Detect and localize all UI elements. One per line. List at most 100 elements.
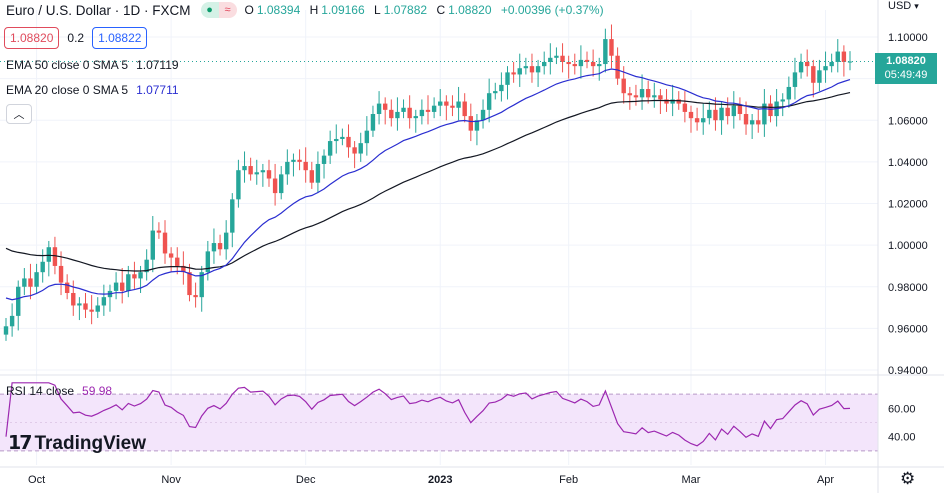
candle-body: [499, 84, 504, 92]
candle-body: [376, 103, 382, 115]
candle-body: [823, 66, 828, 71]
candle-body: [725, 107, 730, 117]
candle-body: [456, 101, 461, 108]
tradingview-brand: TradingView: [34, 432, 147, 454]
candle-body: [468, 116, 474, 131]
candle-body: [407, 107, 412, 119]
candle-body: [9, 315, 15, 327]
candle-body: [523, 66, 529, 69]
buy-button[interactable]: 1.08822: [92, 27, 148, 49]
candle-body: [132, 274, 137, 279]
candle-body: [811, 66, 816, 83]
candle-body: [193, 295, 198, 298]
candle-body: [77, 303, 82, 306]
candle-body: [615, 55, 620, 79]
candle-body: [162, 232, 168, 254]
candle-body: [40, 261, 45, 273]
chevron-down-icon: ▾: [914, 0, 919, 11]
candle-body: [89, 309, 94, 312]
price-pane: [0, 24, 878, 341]
candle-body: [835, 51, 840, 62]
candle-body: [303, 161, 308, 171]
candle-body: [731, 105, 736, 117]
price-tick-label: 1.00000: [888, 240, 928, 252]
candle-body: [16, 286, 21, 316]
candle-body: [548, 57, 553, 62]
candle-body: [743, 114, 749, 125]
candle-body: [315, 163, 321, 183]
collapse-indicators-button[interactable]: ︿: [6, 104, 32, 124]
candle-body: [762, 103, 767, 125]
last-price-tag: 1.08820 05:49:49: [875, 53, 937, 84]
candle-body: [682, 103, 688, 112]
candle-body: [590, 61, 596, 67]
candle-body: [737, 105, 743, 115]
candle-body: [566, 61, 571, 65]
candle-body: [780, 99, 785, 102]
chart-header: Euro / U.S. Dollar · 1D · FXCM ● ≈ O 1.08…: [6, 2, 607, 18]
candle-body: [652, 95, 657, 98]
candle-body: [168, 253, 174, 258]
candle-body: [138, 272, 143, 279]
rsi-pane: [0, 382, 878, 452]
candle-body: [493, 91, 498, 94]
candle-body: [101, 297, 107, 306]
candle-body: [694, 118, 700, 123]
rsi-value: 59.98: [82, 384, 113, 398]
candle-body: [181, 265, 186, 273]
tradingview-logo[interactable]: 𝟭𝟳 TradingView: [8, 432, 146, 455]
ema20-legend[interactable]: EMA 20 close 0 SMA 5 1.07711: [6, 83, 179, 97]
candle-body: [701, 118, 706, 123]
candle-body: [401, 107, 406, 112]
candle-body: [633, 95, 639, 98]
time-tick-label: Nov: [161, 474, 181, 486]
candle-body: [804, 61, 810, 67]
candle-body: [847, 61, 853, 63]
symbol-title[interactable]: Euro / U.S. Dollar · 1D · FXCM: [6, 2, 191, 18]
rsi-label-text: RSI 14 close: [6, 384, 75, 398]
candle-body: [22, 278, 27, 287]
candle-body: [645, 89, 651, 98]
time-tick-label: 2023: [428, 474, 452, 486]
last-price-value: 1.08820: [886, 55, 926, 67]
price-tick-label: 0.94000: [888, 365, 928, 377]
candle-body: [279, 174, 284, 194]
candle-body: [486, 93, 492, 110]
replay-wave-icon[interactable]: ≈: [218, 2, 237, 18]
ema20-line: [5, 68, 851, 301]
currency-label: USD: [888, 0, 912, 12]
sell-button[interactable]: 1.08820: [4, 27, 60, 49]
candle-body: [438, 101, 443, 106]
currency-selector[interactable]: USD ▾: [888, 0, 919, 12]
price-tick-label: 1.10000: [888, 32, 928, 44]
candle-body: [175, 257, 180, 266]
candle-body: [756, 120, 761, 125]
ema50-line: [5, 92, 851, 272]
market-open-icon[interactable]: ●: [200, 2, 219, 18]
gear-icon[interactable]: ⚙: [900, 469, 916, 488]
candle-body: [223, 232, 229, 250]
candle-body: [554, 55, 559, 58]
candle-body: [3, 326, 9, 335]
candle-body: [670, 99, 675, 104]
candle-body: [199, 272, 204, 298]
bar-countdown: 05:49:49: [884, 69, 928, 81]
candle-body: [664, 99, 669, 104]
candle-body: [419, 109, 425, 117]
status-pills[interactable]: ● ≈: [200, 2, 237, 18]
candle-body: [95, 305, 100, 312]
candle-body: [829, 61, 834, 67]
candle-body: [156, 230, 162, 233]
candle-body: [58, 265, 64, 283]
candle-body: [560, 55, 565, 62]
ema50-legend[interactable]: EMA 50 close 0 SMA 5 1.07119: [6, 58, 179, 72]
candle-body: [272, 178, 278, 194]
candle-body: [841, 51, 847, 62]
candle-body: [28, 278, 33, 287]
candle-body: [535, 66, 541, 73]
candle-body: [291, 159, 296, 162]
candle-body: [621, 78, 626, 94]
rsi-legend[interactable]: RSI 14 close 59.98: [6, 384, 112, 398]
candle-body: [529, 66, 535, 73]
